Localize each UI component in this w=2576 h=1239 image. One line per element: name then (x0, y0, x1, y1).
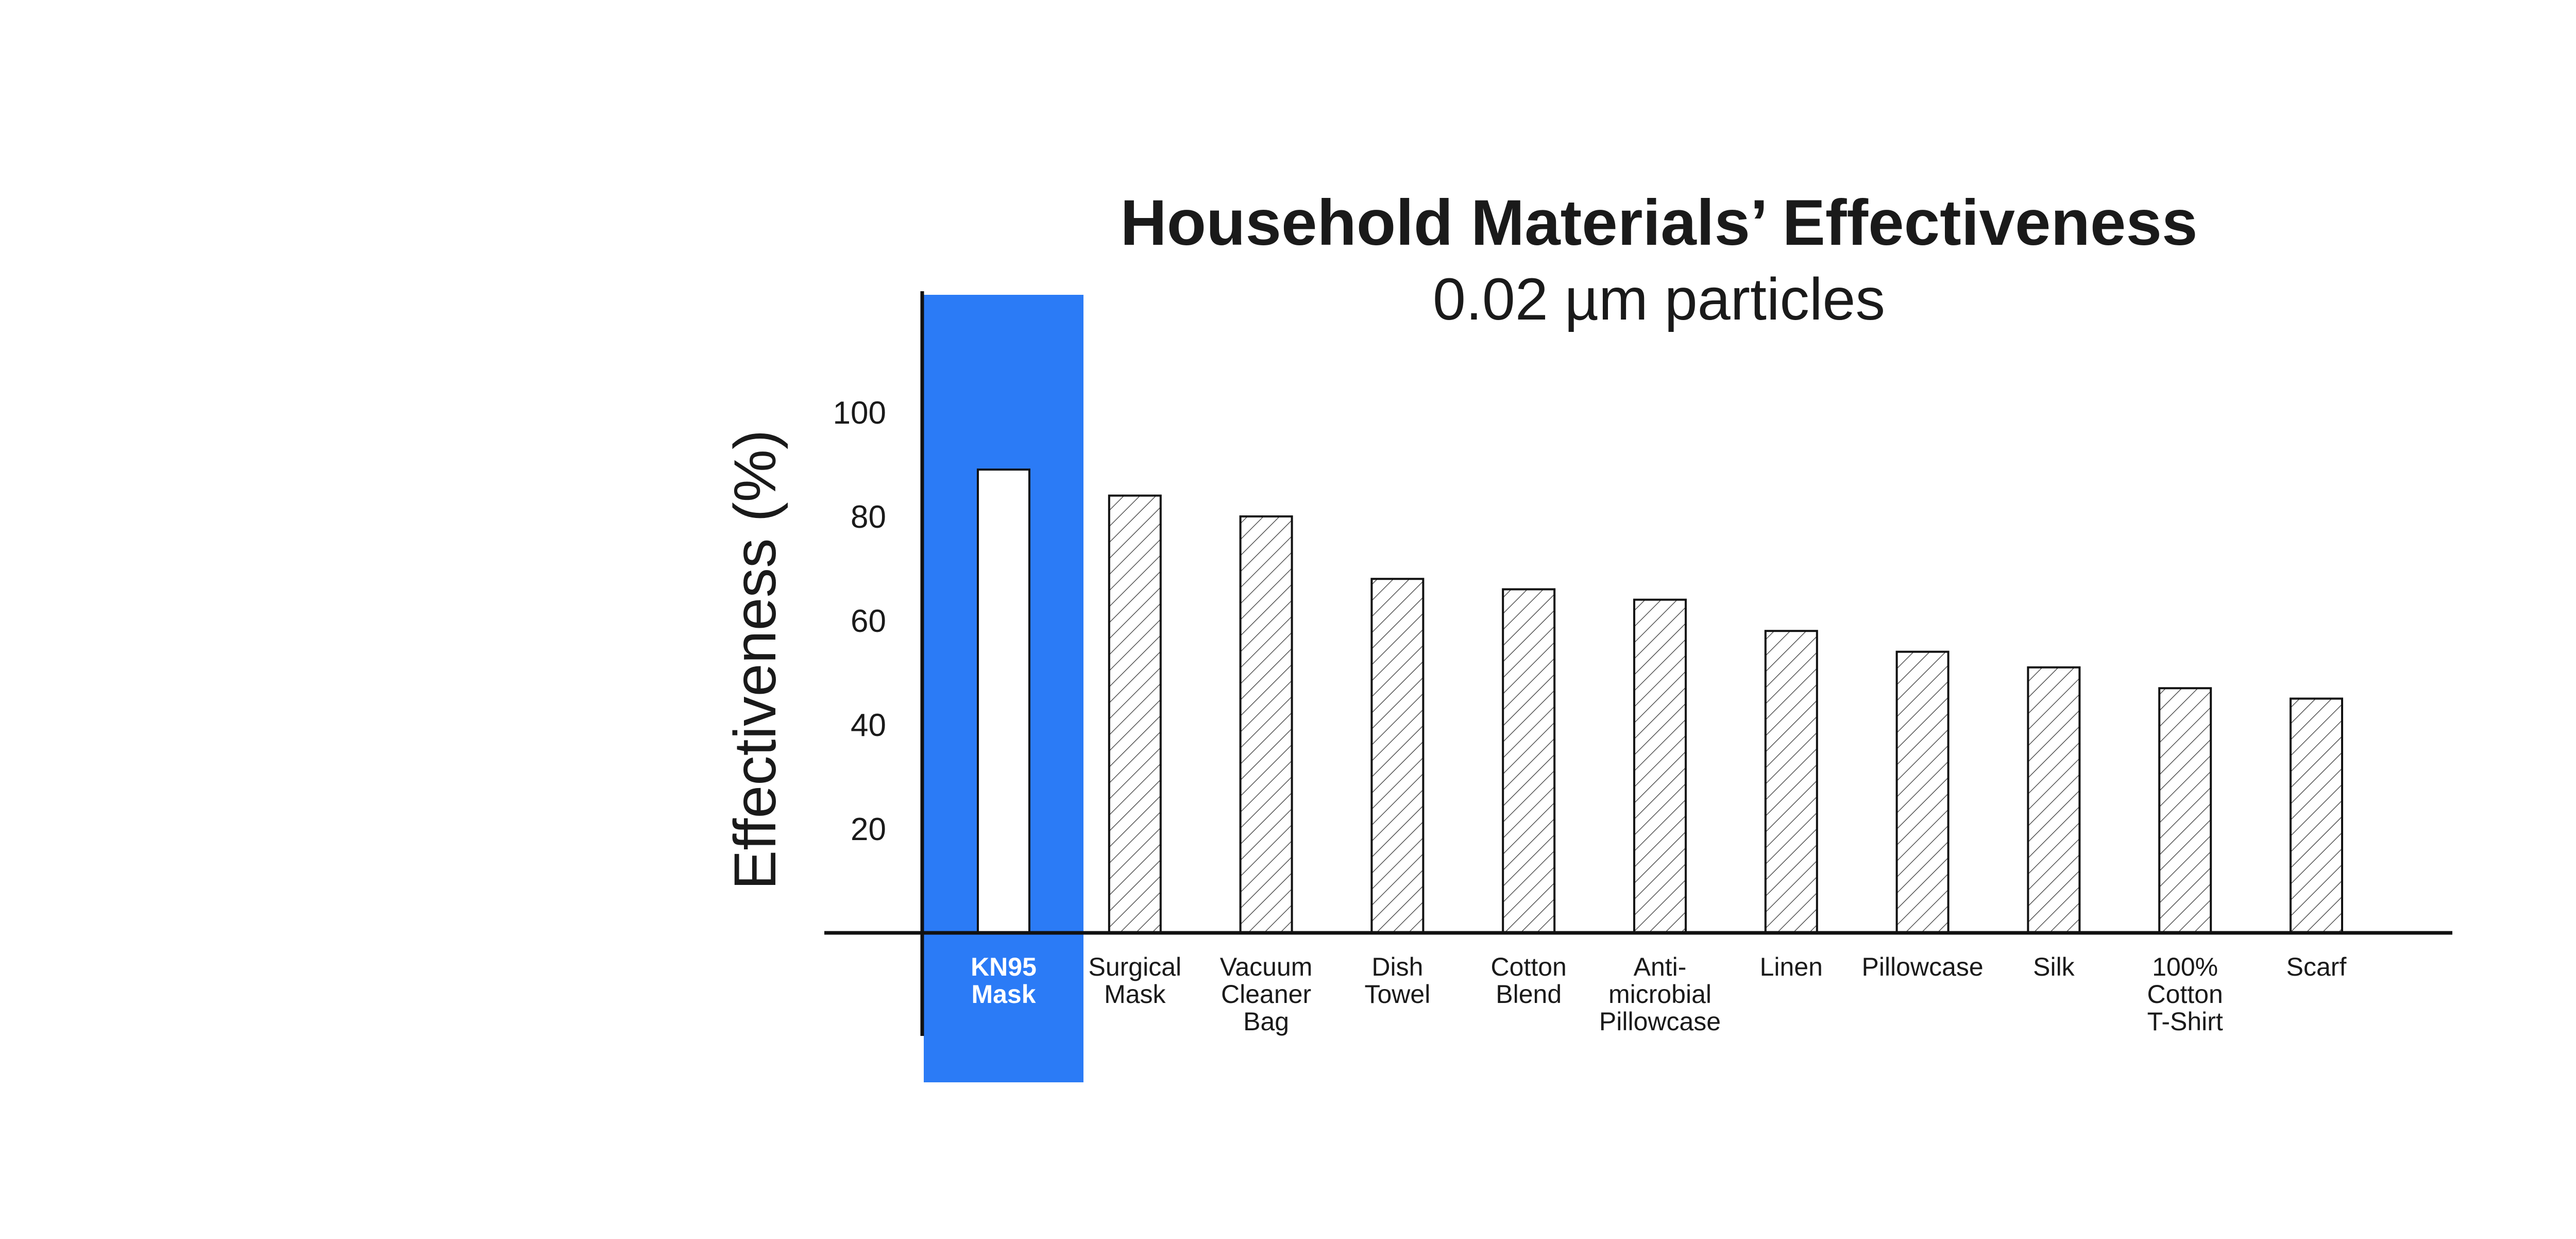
bar (1502, 588, 1556, 934)
x-tick-label: Scarf (2286, 952, 2347, 981)
x-tick-label: Surgical (1088, 952, 1181, 981)
x-tick-label: Cotton (2147, 980, 2223, 1009)
y-axis-label: Effectiveness (%) (722, 430, 788, 890)
x-tick-label: Linen (1760, 952, 1823, 981)
bar (1764, 630, 1818, 934)
chart-title: Household Materials’ Effectiveness (1120, 187, 2197, 259)
y-ticks: 20 40 60 80 100 (833, 395, 886, 847)
x-tick-label: Dish (1371, 952, 1423, 981)
bars (977, 468, 2343, 934)
y-tick-label: 100 (833, 395, 886, 431)
y-tick-label: 20 (851, 812, 886, 847)
bar (977, 468, 1030, 934)
y-tick-label: 80 (851, 499, 886, 535)
x-tick-label: 100% (2152, 952, 2218, 981)
bar (2027, 666, 2081, 934)
category-labels: KN95MaskSurgicalMaskVacuumCleanerBagDish… (971, 952, 2346, 1036)
x-tick-label: Anti- (1634, 952, 1687, 981)
x-tick-label: T-Shirt (2147, 1007, 2223, 1036)
x-tick-label: Pillowcase (1861, 952, 1983, 981)
chart-subtitle: 0.02 µm particles (1433, 266, 1885, 332)
x-tick-label: Cotton (1491, 952, 1567, 981)
x-tick-label: Silk (2033, 952, 2075, 981)
x-tick-label: Blend (1496, 980, 1562, 1009)
x-tick-label: KN95 (971, 952, 1037, 981)
y-tick-label: 40 (851, 708, 886, 743)
x-tick-label: Pillowcase (1599, 1007, 1721, 1036)
bar (1895, 650, 1950, 934)
bar (1633, 598, 1687, 934)
bar (1370, 578, 1425, 934)
y-tick-label: 60 (851, 604, 886, 639)
x-tick-label: Mask (1104, 980, 1166, 1009)
x-tick-label: Mask (971, 980, 1036, 1009)
bar (1239, 515, 1293, 934)
x-tick-label: Vacuum (1220, 952, 1313, 981)
x-tick-label: Cleaner (1221, 980, 1311, 1009)
bar (2158, 687, 2212, 934)
x-tick-label: Towel (1364, 980, 1430, 1009)
x-tick-label: Bag (1243, 1007, 1289, 1036)
bar (2290, 697, 2343, 934)
bar (1108, 494, 1162, 934)
x-tick-label: microbial (1608, 980, 1711, 1009)
